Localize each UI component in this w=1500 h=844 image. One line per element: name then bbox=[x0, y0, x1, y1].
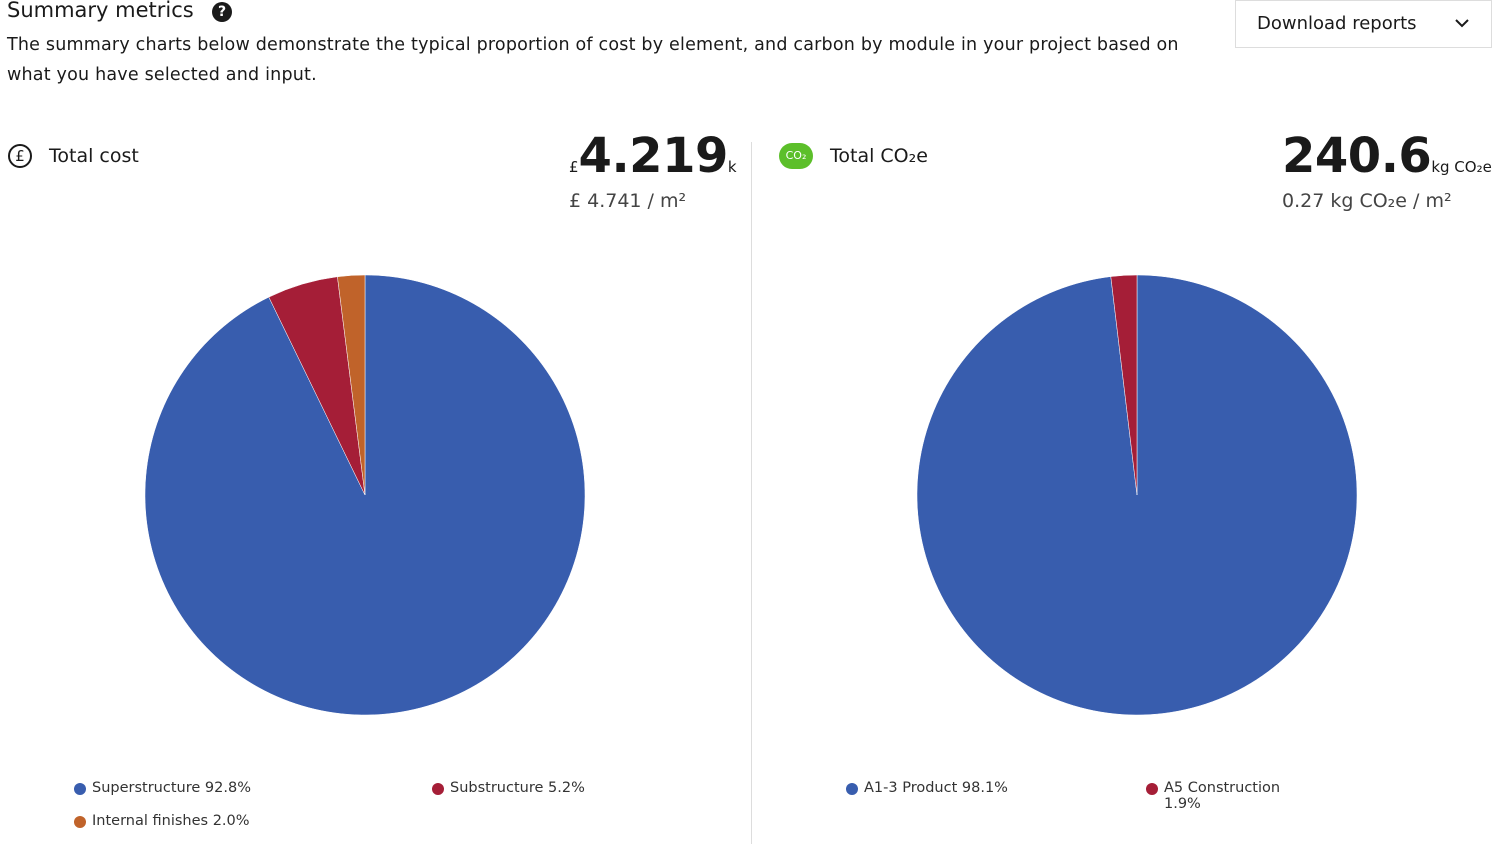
legend-value: 1.9% bbox=[1164, 796, 1201, 812]
legend-name: Internal finishes bbox=[92, 813, 209, 829]
total: 240.6 bbox=[1282, 128, 1432, 184]
legend-value: 5.2% bbox=[548, 780, 585, 796]
cost-icon: £ bbox=[8, 144, 32, 168]
legend-entry: A5 Construction 1.9% bbox=[1146, 780, 1286, 812]
legend-name: A5 Construction bbox=[1164, 780, 1281, 796]
legend-value: 92.8% bbox=[204, 780, 251, 796]
total-cost: £4.219k bbox=[569, 128, 737, 184]
per-area: 0.27 kg CO₂e / m² bbox=[1282, 190, 1452, 212]
legend-name: Substructure bbox=[450, 780, 544, 796]
chevron bbox=[1455, 19, 1469, 28]
pie-slice bbox=[337, 274, 366, 496]
legend-text: A1-3 Product 98.1% bbox=[846, 780, 1146, 796]
download-button[interactable]: Download reports bbox=[1235, 0, 1492, 48]
legend-text: A5 Construction 1.9% bbox=[1146, 780, 1286, 812]
description: The summary charts below demonstrate the… bbox=[7, 35, 1179, 85]
legend-name: Superstructure bbox=[92, 780, 201, 796]
legend-entry: Internal finishes 2.0% bbox=[74, 813, 374, 829]
legend-entry: A1-3 Product 98.1% bbox=[846, 780, 1146, 796]
total: 4.219 bbox=[578, 128, 729, 184]
total-carbon: 240.6kg CO₂e bbox=[1282, 128, 1492, 184]
help-icon[interactable]: ? bbox=[212, 2, 232, 22]
legend-dot bbox=[74, 816, 86, 828]
legend-text: Substructure 5.2% bbox=[432, 780, 732, 796]
legend-entry: Superstructure 92.8% bbox=[74, 780, 374, 796]
panel-label: Total cost bbox=[49, 145, 139, 167]
legend-text: Internal finishes 2.0% bbox=[74, 813, 374, 829]
unit: k bbox=[727, 158, 737, 176]
section-title: Summary metrics bbox=[7, 0, 194, 22]
legend-value: 98.1% bbox=[961, 780, 1008, 796]
legend-value: 2.0% bbox=[212, 813, 250, 829]
pie-slice bbox=[1110, 274, 1138, 496]
co2-icon: CO₂ bbox=[779, 143, 813, 169]
legend-text: Superstructure 92.8% bbox=[74, 780, 374, 796]
unit: kg CO₂e bbox=[1431, 158, 1492, 176]
legend-dot bbox=[846, 783, 858, 795]
legend-entry: Substructure 5.2% bbox=[432, 780, 732, 796]
legend-dot bbox=[1146, 783, 1158, 795]
legend-dot bbox=[74, 783, 86, 795]
divider bbox=[751, 142, 752, 844]
panel-label: Total CO₂e bbox=[830, 145, 928, 167]
legend-dot bbox=[432, 783, 444, 795]
button-label: Download reports bbox=[1257, 13, 1417, 34]
legend-name: A1-3 Product bbox=[864, 780, 958, 796]
per-area: £ 4.741 / m² bbox=[569, 190, 687, 212]
prefix: £ bbox=[569, 158, 579, 176]
